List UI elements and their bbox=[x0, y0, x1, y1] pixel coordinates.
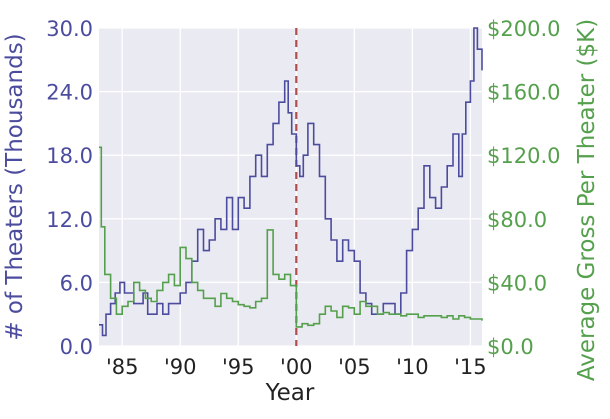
x-tick-label: '85 bbox=[106, 355, 139, 379]
left-tick-label: 6.0 bbox=[60, 271, 93, 295]
left-tick-label: 0.0 bbox=[60, 335, 93, 359]
x-tick-label: '15 bbox=[454, 355, 487, 379]
right-tick-label: $40.0 bbox=[487, 271, 547, 295]
x-tick-label: '90 bbox=[164, 355, 197, 379]
series-gross-line bbox=[99, 146, 483, 328]
left-tick-label: 12.0 bbox=[46, 208, 93, 232]
x-axis-label: Year bbox=[265, 380, 315, 406]
left-axis-label: # of Theaters (Thousands) bbox=[2, 33, 28, 340]
x-tick-label: '95 bbox=[222, 355, 255, 379]
left-tick-label: 18.0 bbox=[46, 144, 93, 168]
right-tick-label: $160.0 bbox=[487, 81, 560, 105]
right-tick-label: $0.0 bbox=[487, 335, 534, 359]
left-tick-label: 30.0 bbox=[46, 17, 93, 41]
x-tick-label: '10 bbox=[396, 355, 429, 379]
left-tick-label: 24.0 bbox=[46, 81, 93, 105]
right-tick-label: $200.0 bbox=[487, 17, 560, 41]
right-tick-label: $80.0 bbox=[487, 208, 547, 232]
right-axis-label: Average Gross Per Theater ($K) bbox=[574, 19, 600, 381]
right-tick-label: $120.0 bbox=[487, 144, 560, 168]
x-tick-label: '05 bbox=[338, 355, 371, 379]
x-tick-label: '00 bbox=[280, 355, 313, 379]
plot-area bbox=[99, 28, 482, 346]
series-theaters-line bbox=[99, 27, 483, 337]
